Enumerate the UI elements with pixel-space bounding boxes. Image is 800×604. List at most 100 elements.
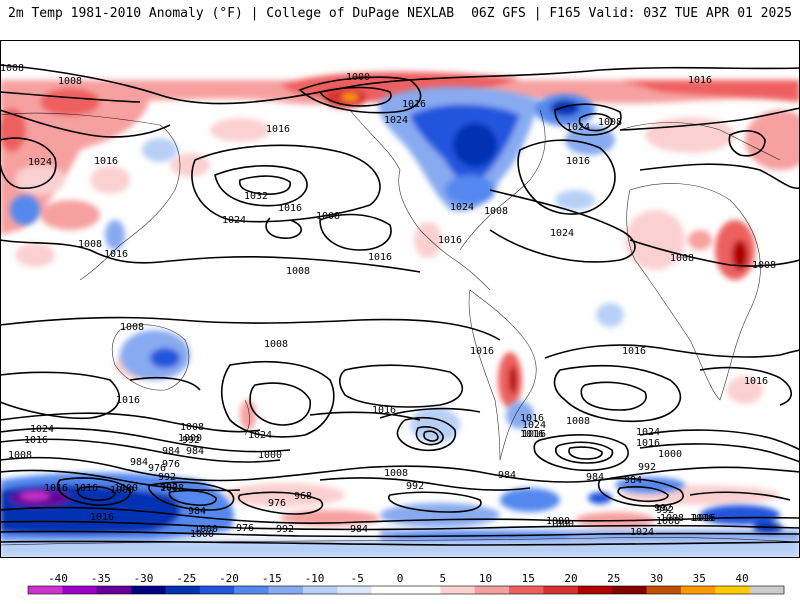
- colorbar-tick-label: 35: [693, 572, 706, 585]
- colorbar-swatch: [646, 586, 682, 594]
- isobar-label: 1024: [30, 424, 54, 435]
- isobar-label: 1024: [522, 420, 546, 431]
- isobar-label: 1008: [286, 266, 310, 277]
- isobar-line: [129, 376, 201, 391]
- isobar-line: [0, 520, 800, 531]
- isobar-line: [77, 485, 116, 501]
- colorbar-swatch: [680, 586, 716, 594]
- isobar-line: [148, 481, 235, 511]
- isobar-line: [728, 130, 766, 157]
- isobar-line: [168, 489, 217, 506]
- header: 2m Temp 1981-2010 Anomaly (°F) | College…: [0, 0, 800, 30]
- africa-coast: [626, 183, 761, 401]
- colorbar-swatch: [715, 586, 751, 594]
- isobar-label: 1016: [94, 156, 118, 167]
- isobar-line: [629, 239, 800, 267]
- colorbar-tick-label: 20: [564, 572, 577, 585]
- isobar-label: 992: [182, 435, 200, 446]
- isobar-label: 1000: [190, 529, 214, 540]
- isobar-label: 1008: [0, 63, 24, 74]
- isobar-line: [0, 371, 121, 420]
- isobar-label: 1016: [438, 235, 462, 246]
- isobar-line: [56, 477, 131, 506]
- isobar-label: 1008: [316, 211, 340, 222]
- isobar-label: 992: [158, 472, 176, 483]
- isobar-line: [568, 446, 603, 460]
- isobar-label: 1016: [692, 513, 716, 524]
- isobar-label: 1000: [194, 524, 218, 535]
- isobar-label: 1016: [24, 435, 48, 446]
- colorbar-tick-label: -35: [91, 572, 111, 585]
- isobar-label: 1000: [550, 519, 574, 530]
- isobar-line: [578, 112, 613, 132]
- colorbar-swatch: [371, 586, 407, 594]
- isobar-label: 976: [236, 523, 254, 534]
- isobar-label: 1016: [402, 99, 426, 110]
- isobar-label: 984: [162, 446, 180, 457]
- colorbar-tick-label: 30: [650, 572, 663, 585]
- isobar-label: 1000: [114, 483, 138, 494]
- isobar-label: 968: [294, 491, 312, 502]
- isobar-line: [0, 239, 421, 273]
- isobar-line: [0, 456, 800, 483]
- isobar-line: [0, 540, 800, 546]
- colorbar-tick-label: 25: [607, 572, 620, 585]
- isobar-line: [544, 344, 800, 359]
- isobar-line: [415, 426, 444, 446]
- colorbar-tick-label: 40: [735, 572, 748, 585]
- isobar-line: [553, 364, 682, 423]
- isobar-label: 1024: [550, 228, 574, 239]
- isobar-label: 984: [498, 470, 516, 481]
- isobar-label: 984: [350, 524, 368, 535]
- isobar-label: 1000: [658, 449, 682, 460]
- isobar-label: 1016: [266, 124, 290, 135]
- colorbar-tick-label: -20: [219, 572, 239, 585]
- colorbar-tick-label: -10: [305, 572, 325, 585]
- isobar-label: 1000: [178, 433, 202, 444]
- isobar-label: 1016: [520, 413, 544, 424]
- north-america-west-coast: [349, 109, 491, 291]
- isobar-label: 984: [130, 457, 148, 468]
- isobar-label: 1016: [104, 249, 128, 260]
- isobar-label: 1024: [222, 215, 246, 226]
- colorbar-swatch: [28, 586, 63, 594]
- isobar-line: [0, 427, 291, 453]
- isobar-line: [689, 491, 791, 501]
- isobar-label: 1000: [258, 450, 282, 461]
- isobar-label: 976: [148, 463, 166, 474]
- isobar-label: 984: [586, 472, 604, 483]
- isobar-line: [0, 438, 281, 463]
- colorbar-swatch: [612, 586, 648, 594]
- colorbar-swatch: [62, 586, 98, 594]
- isobar-label: 1008: [58, 76, 82, 87]
- isobar-label: 992: [160, 482, 178, 493]
- colorbar-tick-label: -5: [351, 572, 364, 585]
- isobar-label: 1016: [74, 483, 98, 494]
- isobar-label: 992: [654, 503, 672, 514]
- isobar-label: 1008: [160, 483, 184, 494]
- run-valid-time: 06Z GFS | F165 Valid: 03Z TUE APR 01 202…: [471, 6, 792, 21]
- isobar-label: 1008: [598, 117, 622, 128]
- isobar-line: [238, 175, 291, 195]
- colorbar: -40 -35 -30 -25 -20 -15 -10 -5 0 5 10 15 20 25 30 35 40: [0, 566, 800, 600]
- isobar-label: 1008: [180, 422, 204, 433]
- isobar-label: 1016: [688, 75, 712, 86]
- isobar-line: [0, 412, 261, 433]
- isobar-label: 992: [656, 505, 674, 516]
- colorbar-swatch: [474, 586, 510, 594]
- colorbar-swatch: [165, 586, 201, 594]
- isobar-line: [0, 506, 800, 524]
- isobar-label: 1008: [566, 416, 590, 427]
- isobar-label: 1016: [368, 252, 392, 263]
- colorbar-swatches: [27, 585, 785, 595]
- isobar-label: 1000: [110, 485, 134, 496]
- colorbar-swatch: [234, 586, 270, 594]
- coastlines: [0, 109, 800, 546]
- south-america-west-coast: [468, 289, 501, 461]
- australia-coast: [111, 324, 190, 391]
- isobar-line: [191, 144, 381, 223]
- isobar-label: 1024: [384, 115, 408, 126]
- isobar-line: [220, 360, 335, 438]
- isobar-label: 1016: [372, 405, 396, 416]
- colorbar-outline: [27, 585, 785, 595]
